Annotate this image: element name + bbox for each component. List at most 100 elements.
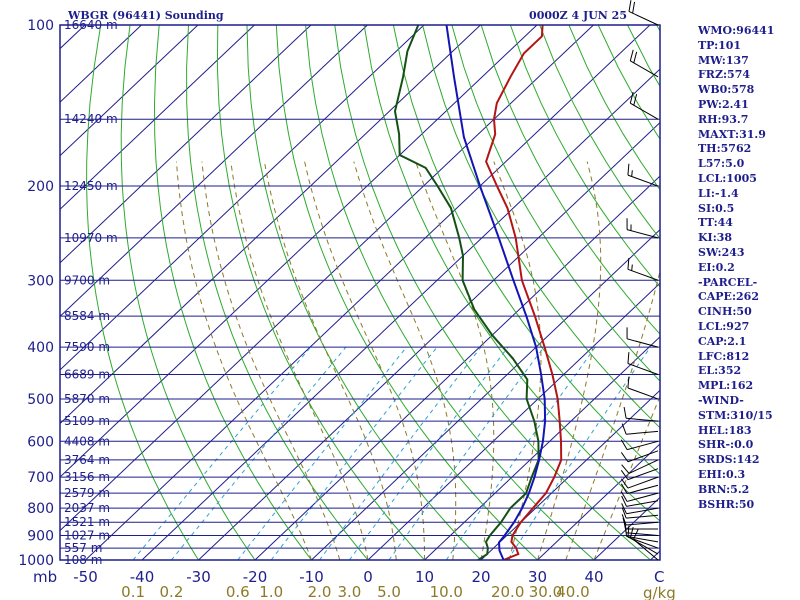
dry-adiabat (334, 25, 651, 560)
wind-barb (621, 495, 659, 507)
pressure-tick-label: 100 (27, 18, 54, 34)
wind-barb (620, 450, 659, 463)
index-line: LFC:812 (698, 349, 750, 363)
isotherm (85, 25, 651, 560)
height-label: 6689 m (64, 367, 110, 381)
moist-adiabat (353, 161, 457, 560)
index-line: CAPE:262 (698, 290, 759, 304)
moist-adiabat (230, 161, 369, 560)
index-line: LCL:1005 (698, 171, 757, 185)
index-line: LI:-1.4 (698, 186, 739, 200)
index-line: KI:38 (698, 231, 733, 245)
barb-flag (620, 439, 628, 450)
height-label: 557 m (64, 541, 102, 555)
height-label: 3156 m (64, 470, 110, 484)
mixing-ratio-tick-label: 5.0 (377, 583, 401, 600)
wind-barb (620, 483, 659, 495)
index-line: CINH:50 (698, 305, 752, 319)
pressure-tick-label: 1000 (18, 553, 54, 569)
barb-half-flag (631, 264, 633, 271)
temperature-tick-label: 40 (584, 568, 603, 586)
barb-staff (626, 417, 659, 422)
barb-staff (626, 440, 659, 451)
barb-staff (627, 387, 659, 400)
isotherm (198, 121, 660, 560)
temperature-tick-label: -30 (186, 568, 211, 586)
moist-adiabat (176, 161, 312, 560)
isotherm (60, 25, 199, 157)
barb-flag (620, 491, 628, 502)
barb-staff (627, 363, 659, 375)
wind-barb (621, 459, 659, 474)
barb-staff (626, 338, 659, 348)
index-line: -WIND- (698, 393, 744, 407)
temperature-tick-label: -10 (299, 568, 324, 586)
mixing-ratio-tick-label: 2.0 (308, 583, 332, 600)
height-label: 5870 m (64, 392, 110, 406)
barb-staff (627, 450, 659, 463)
wind-barb (621, 514, 659, 526)
height-label: 14240 m (64, 112, 118, 126)
barb-flag (621, 503, 627, 514)
barb-flag (621, 423, 627, 435)
barb-staff (630, 60, 659, 78)
dry-adiabat (774, 25, 800, 560)
mixing-ratio-line (348, 346, 509, 560)
mixing-ratio-tick-label: 0.2 (160, 583, 184, 600)
height-label: 5109 m (64, 414, 110, 428)
index-line: RH:93.7 (698, 112, 749, 126)
barb-flag (629, 92, 634, 104)
isotherm (424, 336, 660, 560)
sounding-datetime: 0000Z 4 JUN 25 (529, 9, 627, 22)
barb-staff (626, 507, 659, 515)
mixing-ratio-tick-label: 1.0 (259, 583, 283, 600)
barb-staff (627, 174, 659, 187)
index-line: TH:5762 (698, 142, 752, 156)
wind-barb (627, 376, 659, 400)
barb-flag (632, 1, 636, 14)
plot-frame (59, 24, 661, 561)
barb-flag (627, 376, 630, 389)
barb-staff (626, 430, 659, 435)
wind-barb (621, 503, 659, 515)
temperature-tick-label: -40 (130, 568, 155, 586)
parcel-profile (445, 25, 547, 560)
barb-flag (629, 49, 634, 61)
index-line: L57:5.0 (698, 157, 745, 171)
height-label: 2037 m (64, 501, 110, 515)
index-line: TP:101 (698, 38, 742, 52)
moist-adiabat (493, 161, 542, 560)
barb-flag (620, 470, 629, 480)
wind-barb (622, 517, 658, 530)
index-line: SHR-:0.0 (698, 438, 754, 452)
wind-barb (620, 468, 659, 481)
pressure-tick-label: 900 (27, 529, 54, 545)
wind-barb (620, 491, 659, 502)
isotherm (367, 282, 660, 560)
height-label: 10970 m (64, 231, 118, 245)
moist-adiabat (593, 394, 660, 560)
index-line: BRN:5.2 (698, 482, 750, 496)
moist-adiabat (537, 161, 602, 560)
height-label: 9700 m (64, 273, 110, 287)
moist-adiabat (201, 161, 341, 560)
mixing-ratio-tick-label: 3.0 (338, 583, 362, 600)
barb-staff (626, 229, 659, 239)
isotherm (60, 25, 368, 318)
index-line: EL:352 (698, 364, 742, 378)
index-line: STM:310/15 (698, 408, 773, 422)
mixing-ratio-line (237, 346, 407, 560)
mixing-ratio-tick-label: 0.1 (121, 583, 145, 600)
barb-staff (627, 468, 659, 481)
dry-adiabat (275, 25, 538, 560)
mixing-ratio-line (319, 346, 482, 560)
height-label: 2579 m (64, 486, 110, 500)
index-line: FRZ:574 (698, 68, 751, 82)
barb-flag (620, 483, 628, 494)
index-line: WB0:578 (698, 83, 755, 97)
wind-barb (627, 525, 659, 549)
dewpoint-profile (393, 25, 540, 560)
index-line: SRDS:142 (698, 453, 760, 467)
pressure-tick-label: 700 (27, 470, 54, 486)
wind-barb (626, 218, 659, 239)
